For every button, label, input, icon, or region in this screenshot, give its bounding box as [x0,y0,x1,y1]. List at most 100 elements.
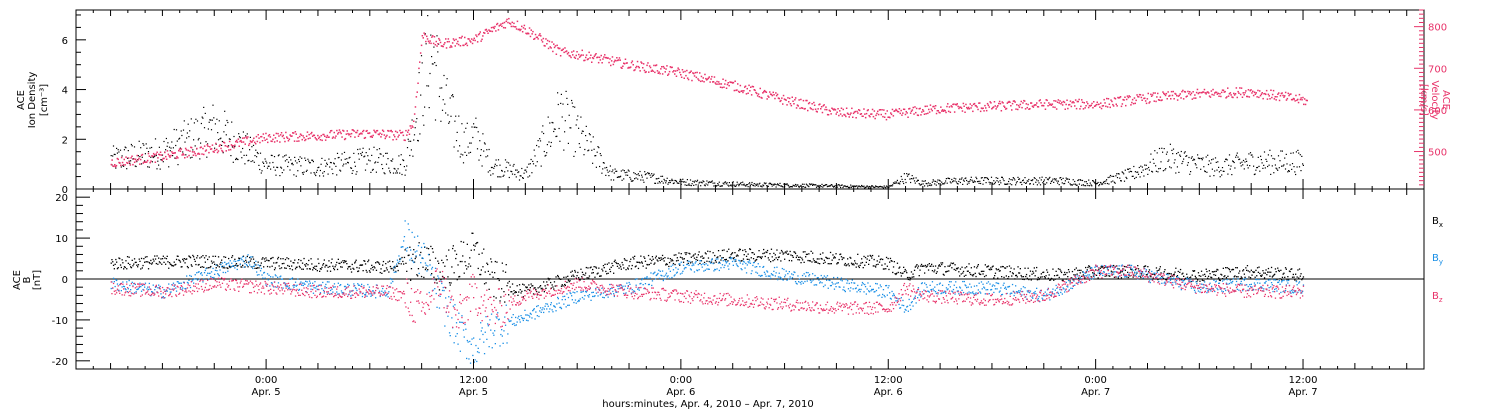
density-point [1071,184,1073,186]
bx-point [808,253,810,255]
velocity-point [722,78,724,80]
velocity-point [489,30,492,32]
by-point [118,289,120,291]
by-point [294,284,296,287]
velocity-point [881,109,883,111]
by-point [237,260,239,262]
bx-point [491,271,493,273]
density-point [1211,159,1213,161]
velocity-point [934,105,937,107]
density-point [878,186,880,188]
density-point [1166,151,1168,153]
velocity-point [1240,87,1243,89]
density-point [1260,155,1262,157]
velocity-point [858,109,860,111]
velocity-point [315,138,317,140]
density-point [438,95,440,98]
velocity-point [1150,95,1153,97]
velocity-point [161,159,163,162]
by-point [280,275,282,277]
bx-point [627,267,629,269]
by-point [193,282,195,284]
velocity-point [916,114,919,116]
bx-point [893,261,895,263]
by-point [179,287,182,289]
velocity-point [1297,98,1299,101]
velocity-point [765,91,768,93]
bx-point [1119,272,1121,274]
by-point [414,251,416,253]
bx-point [299,267,301,269]
bx-point [458,276,460,278]
density-point [175,144,177,147]
density-point [906,173,908,175]
bx-point [567,275,569,277]
velocity-point [1158,99,1161,101]
by-point [232,265,234,267]
velocity-point [475,34,477,36]
velocity-point [1062,100,1065,103]
density-point [1242,159,1245,162]
velocity-point [774,97,776,100]
density-point [663,178,665,180]
density-point [936,181,938,183]
bx-point [454,250,456,252]
velocity-point [1032,106,1035,108]
bx-point [759,256,762,258]
density-point [836,186,839,188]
bx-point [852,263,854,265]
bx-point [613,272,615,274]
density-point [480,149,482,151]
bx-point [1090,276,1092,278]
density-point [280,167,283,169]
by-point [354,285,356,287]
by-point [175,287,177,289]
velocity-point [661,73,664,75]
density-point [1052,178,1054,180]
density-point [309,162,311,164]
density-point [608,175,610,177]
velocity-point [1227,87,1229,89]
bx-point [1174,271,1176,273]
density-point [318,166,320,168]
bx-point [1057,274,1059,276]
bx-point [110,262,112,264]
density-point [143,144,145,146]
bx-point [815,260,817,263]
velocity-point [1272,89,1275,92]
bx-point [199,257,201,259]
velocity-point [127,162,129,164]
bx-point [194,260,196,262]
velocity-point [1212,88,1214,91]
velocity-point [159,151,162,153]
density-point [533,149,535,151]
velocity-point [868,114,870,117]
velocity-point [1252,94,1255,97]
density-point [315,171,318,173]
velocity-point [1011,102,1014,105]
velocity-point [235,140,237,143]
bx-point [246,255,248,258]
bx-point [1013,268,1015,270]
velocity-point [519,29,521,32]
velocity-point [692,72,694,74]
density-point [1109,176,1111,178]
velocity-point [963,105,965,107]
bx-point [992,265,994,267]
bx-point [114,263,116,265]
by-point [394,265,396,267]
velocity-point [450,45,452,47]
density-point [1187,162,1189,164]
velocity-point [407,129,410,131]
density-point [954,180,956,182]
velocity-point [352,129,354,131]
velocity-point [476,41,479,43]
velocity-point [503,21,506,24]
bx-point [793,251,795,253]
density-point [195,118,197,120]
density-point [297,170,299,172]
velocity-point [1077,100,1079,103]
bx-point [1029,275,1031,277]
velocity-point [344,137,347,140]
density-point [756,183,758,185]
